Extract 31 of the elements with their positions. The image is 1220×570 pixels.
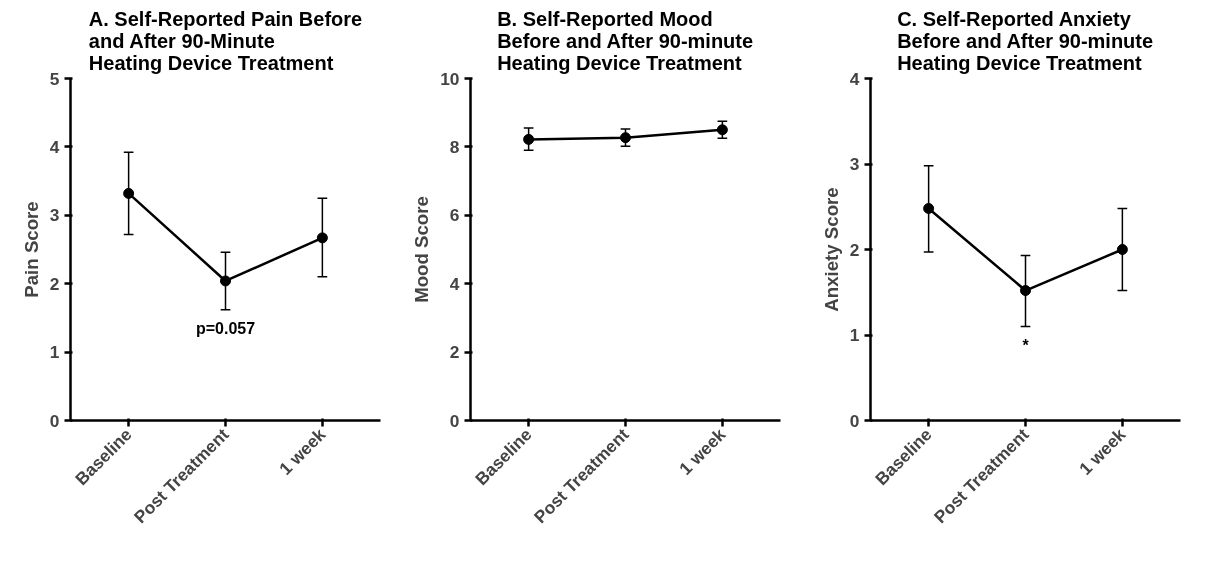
annotation: p=0.057 — [195, 319, 256, 337]
chart-title: B. Self-Reported Mood Before and After 90-minute Heating Device Treatment — [497, 7, 754, 74]
y-tick-label: 8 — [449, 136, 460, 157]
y-tick-label: 4 — [849, 68, 860, 89]
y-tick-label: 2 — [849, 239, 860, 260]
y-axis-title: Mood Score — [411, 196, 433, 303]
chart-title: A. Self-Reported Pain Before and After 90-Minute Heating Device Treatment — [88, 7, 363, 74]
y-tick-label: 0 — [849, 410, 860, 431]
point — [316, 232, 328, 244]
point — [123, 187, 135, 199]
point — [1116, 244, 1128, 255]
annotation: * — [1022, 336, 1030, 354]
y-tick-label: 10 — [440, 68, 460, 89]
point — [923, 202, 935, 214]
y-tick-label: 0 — [49, 410, 60, 431]
y-tick-label: 2 — [49, 273, 60, 294]
y-tick-label: 0 — [449, 410, 460, 431]
point — [220, 275, 231, 287]
y-tick-label: 3 — [849, 154, 860, 174]
y-tick-label: 1 — [849, 325, 860, 345]
chart-title: C. Self-Reported Anxiety Before and After 90-minute Heating Device Treatment — [897, 7, 1154, 74]
point — [1020, 285, 1031, 297]
y-tick-label: 2 — [449, 342, 460, 363]
y-axis-title: Pain Score — [20, 201, 42, 298]
y-tick-label: 3 — [49, 205, 60, 226]
y-tick-label: 4 — [49, 136, 60, 157]
y-tick-label: 6 — [449, 205, 460, 226]
y-tick-label: 4 — [449, 273, 460, 294]
y-tick-label: 1 — [49, 342, 60, 363]
y-axis-title: Anxiety Score — [820, 187, 842, 312]
y-tick-label: 5 — [49, 68, 60, 89]
